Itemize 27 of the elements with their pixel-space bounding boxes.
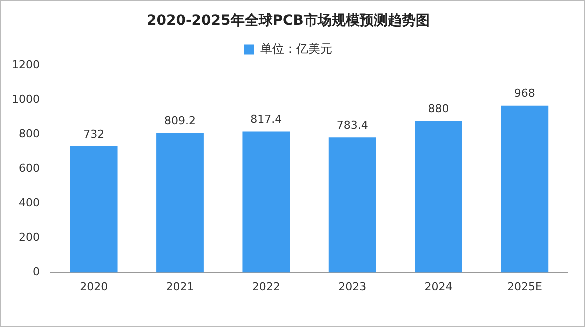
data-label: 817.4 [250,113,282,126]
data-label: 809.2 [164,114,196,128]
x-tick-label: 2023 [338,280,367,294]
y-tick-label: 1000 [12,93,40,106]
y-tick-label: 400 [18,196,40,210]
chart-title: 2020-2025年全球PCB市场规模预测趋势图 [147,12,430,30]
y-tick-label: 0 [32,266,40,279]
x-tick-label: 2020 [80,280,108,294]
data-label: 880 [428,102,450,116]
bar [328,138,376,273]
bar [156,133,204,273]
bar [70,146,118,273]
x-tick-label: 2025E [507,280,542,294]
x-tick-label: 2022 [252,280,280,294]
legend-label: 单位：亿美元 [260,42,332,56]
bar [501,106,549,273]
data-label: 968 [514,87,536,100]
y-tick-label: 200 [18,231,40,244]
x-tick-label: 2024 [424,280,453,294]
y-tick-label: 1200 [12,58,40,72]
data-label: 783.4 [336,119,368,132]
y-tick-label: 800 [18,128,40,141]
bar [415,121,462,273]
bar [242,132,290,273]
x-tick-label: 2021 [166,280,194,294]
y-tick-label: 600 [18,162,40,176]
data-label: 732 [84,128,105,141]
